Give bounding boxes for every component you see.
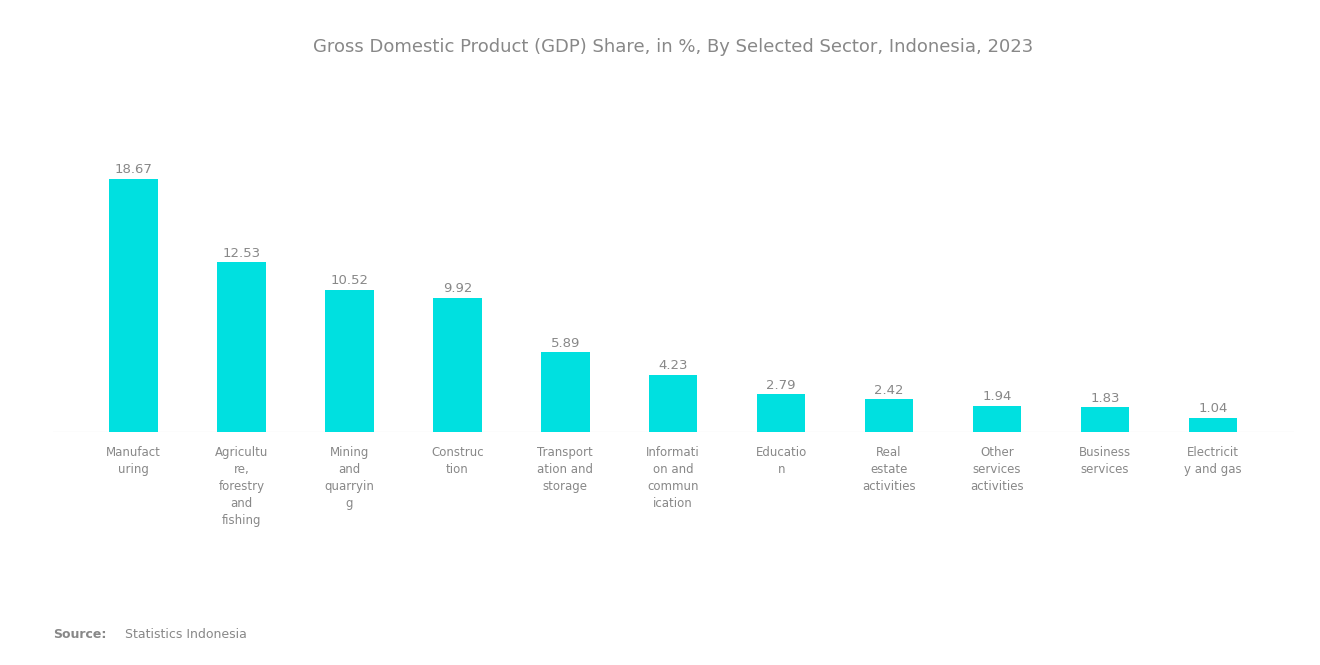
Text: 10.52: 10.52 <box>330 274 368 287</box>
Text: 9.92: 9.92 <box>442 282 473 295</box>
Bar <box>541 352 590 432</box>
Title: Gross Domestic Product (GDP) Share, in %, By Selected Sector, Indonesia, 2023: Gross Domestic Product (GDP) Share, in %… <box>313 38 1034 56</box>
Text: 2.79: 2.79 <box>767 379 796 392</box>
Bar <box>218 263 265 432</box>
Bar <box>756 394 805 432</box>
Bar <box>1081 408 1129 432</box>
Text: 2.42: 2.42 <box>874 384 904 397</box>
Bar <box>973 406 1022 432</box>
Bar <box>1188 418 1237 432</box>
Text: Source:: Source: <box>53 628 106 642</box>
Text: 1.94: 1.94 <box>982 390 1011 403</box>
Text: 18.67: 18.67 <box>115 164 152 176</box>
Text: 5.89: 5.89 <box>550 336 579 350</box>
Bar <box>865 400 913 432</box>
Text: 1.04: 1.04 <box>1199 402 1228 416</box>
Bar <box>649 375 697 432</box>
Bar <box>433 298 482 432</box>
Text: 1.83: 1.83 <box>1090 392 1119 405</box>
Text: 4.23: 4.23 <box>659 359 688 372</box>
Bar <box>325 290 374 432</box>
Text: Statistics Indonesia: Statistics Indonesia <box>125 628 247 642</box>
Text: 12.53: 12.53 <box>222 247 260 260</box>
Bar <box>110 179 158 432</box>
